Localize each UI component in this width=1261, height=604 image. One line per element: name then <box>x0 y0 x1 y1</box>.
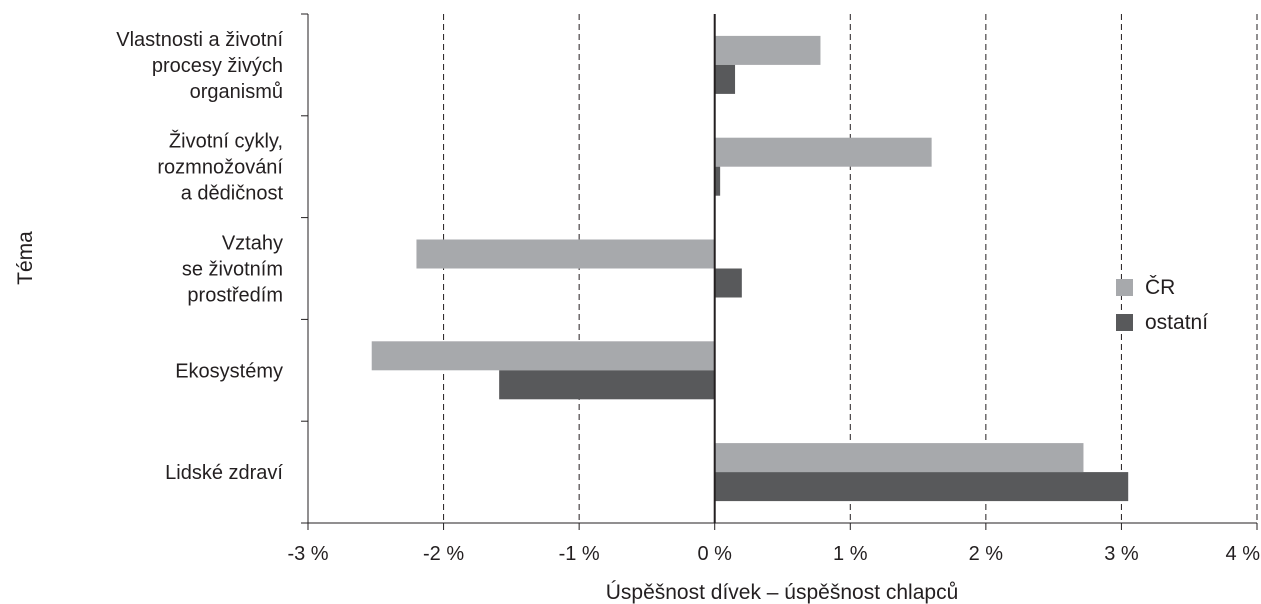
category-label-2-1: se životním <box>182 259 283 281</box>
x-tick-label-1: -2 % <box>423 543 464 565</box>
x-tick-label-7: 4 % <box>1226 543 1261 565</box>
x-axis-title: Úspěšnost dívek – úspěšnost chlapců <box>606 581 959 604</box>
axes <box>301 13 1258 530</box>
category-label-1-2: a dědičnost <box>181 183 284 205</box>
bar-cr-0 <box>714 35 821 65</box>
legend-swatch-1 <box>1116 314 1133 331</box>
category-label-2-0: Vztahy <box>222 233 283 255</box>
x-tick-label-0: -3 % <box>287 543 328 565</box>
category-label-4-0: Lidské zdraví <box>165 462 283 484</box>
gridlines <box>443 14 1258 523</box>
bars <box>371 35 1129 502</box>
bar-ostatni-1 <box>714 166 721 196</box>
bar-ostatni-2 <box>714 268 742 298</box>
x-tick-label-6: 3 % <box>1104 543 1139 565</box>
bar-cr-3 <box>371 341 715 371</box>
legend-swatch-0 <box>1116 279 1133 296</box>
category-labels: Vlastnosti a životní procesy živých organi… <box>116 29 283 484</box>
category-label-0-2: organismů <box>190 81 283 103</box>
x-tick-labels: -3 % -2 % -1 % 0 % 1 % 2 % 3 % 4 % <box>287 543 1260 565</box>
legend-label-0: ČR <box>1145 276 1175 299</box>
bar-ostatni-3 <box>499 370 715 400</box>
category-label-2-2: prostředím <box>187 285 283 307</box>
category-label-1-0: Životní cykly, <box>169 130 283 153</box>
category-label-1-1: rozmnožování <box>157 157 283 179</box>
category-label-3-0: Ekosystémy <box>175 360 283 382</box>
bar-ostatni-0 <box>714 64 736 94</box>
bar-cr-4 <box>714 443 1084 473</box>
x-tick-label-4: 1 % <box>833 543 868 565</box>
y-axis-title: Téma <box>14 231 37 285</box>
x-tick-label-5: 2 % <box>969 543 1004 565</box>
category-label-0-0: Vlastnosti a životní <box>116 29 283 51</box>
bar-cr-1 <box>714 137 932 167</box>
legend-label-1: ostatní <box>1145 311 1208 334</box>
x-tick-label-3: 0 % <box>697 543 732 565</box>
category-label-0-1: procesy živých <box>152 55 283 77</box>
bar-ostatni-4 <box>714 472 1129 502</box>
x-tick-label-2: -1 % <box>559 543 600 565</box>
legend: ČR ostatní <box>1116 276 1208 334</box>
bar-cr-2 <box>416 239 715 269</box>
